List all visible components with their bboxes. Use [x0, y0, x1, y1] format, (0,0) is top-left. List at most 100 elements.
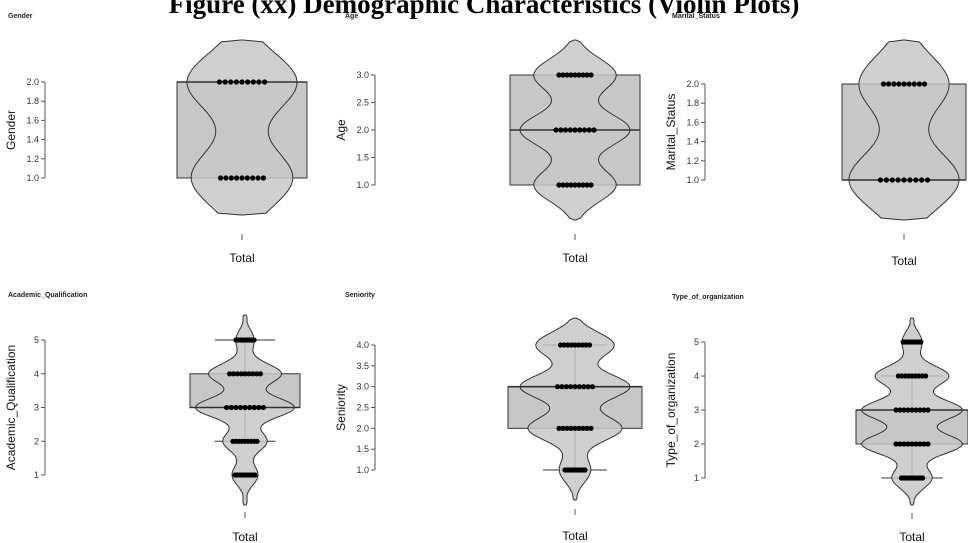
- data-point: [556, 425, 562, 431]
- y-axis-label: Gender: [4, 110, 18, 150]
- data-point: [921, 407, 927, 413]
- y-tick-label: 1.8: [686, 98, 699, 108]
- data-point: [905, 441, 911, 447]
- y-tick-label: 1: [34, 470, 39, 480]
- y-tick-label: 1.4: [26, 135, 39, 145]
- x-tick-label: Total: [562, 529, 587, 543]
- data-point: [572, 342, 578, 348]
- data-point: [906, 81, 912, 87]
- y-tick-label: 1.4: [686, 137, 699, 147]
- data-point: [583, 342, 589, 348]
- data-point: [913, 177, 919, 183]
- y-tick-label: 1.0: [686, 175, 699, 185]
- data-point: [576, 342, 582, 348]
- data-point: [588, 182, 594, 188]
- data-point: [920, 475, 926, 481]
- data-point: [251, 404, 257, 411]
- y-tick-label: 2.0: [356, 125, 369, 135]
- y-tick-label: 4: [34, 369, 39, 379]
- data-point: [568, 182, 574, 188]
- y-tick-label: 3.0: [356, 382, 369, 392]
- y-tick-label: 1.5: [356, 153, 369, 163]
- panel-gender: Gender 1.0 1.2 1.4 1.6 1.8 2.0 Gender Total: [4, 13, 308, 265]
- data-point: [580, 72, 586, 78]
- data-point: [234, 371, 240, 377]
- data-point: [913, 441, 919, 447]
- y-tick-label: 2.5: [356, 403, 369, 413]
- y-tick-label: 5: [694, 337, 699, 347]
- x-tick-label: Total: [232, 530, 257, 543]
- data-point: [580, 425, 586, 431]
- violin-shape: [519, 317, 631, 501]
- panel-academic-qualification: Academic_Qualification 1 2 3 4 5 Academic_Qual…: [4, 292, 301, 543]
- data-point: [553, 127, 559, 133]
- data-point: [580, 182, 586, 188]
- data-point: [558, 127, 564, 133]
- data-point: [588, 425, 594, 431]
- y-tick-label: 1.2: [686, 156, 699, 166]
- data-point: [581, 384, 587, 390]
- panel-title: Gender: [8, 13, 33, 20]
- data-point: [554, 384, 561, 390]
- y-tick-label: 2: [34, 436, 39, 446]
- data-point: [576, 182, 582, 188]
- data-point: [239, 175, 245, 181]
- data-point: [901, 177, 907, 183]
- y-tick-label: 2: [694, 439, 699, 449]
- y-tick-label: 2.0: [686, 79, 699, 89]
- data-point: [585, 384, 591, 390]
- data-point: [233, 404, 239, 411]
- data-point: [572, 182, 578, 188]
- data-point: [556, 182, 562, 188]
- data-point: [254, 371, 260, 377]
- data-point: [564, 182, 570, 188]
- data-point: [586, 342, 593, 348]
- data-point: [883, 177, 890, 183]
- x-tick-label: Total: [891, 254, 916, 268]
- data-point: [896, 81, 902, 87]
- y-axis-label: Marital_Status: [664, 94, 678, 171]
- data-point: [921, 81, 928, 87]
- y-axis-label: Type_of_organization: [664, 353, 678, 468]
- data-point: [239, 79, 245, 85]
- panel-marital-status: Marital_Status 1.0 1.2 1.4 1.6 1.8 2.0 Marital_…: [664, 13, 967, 268]
- panel-title: Age: [345, 13, 358, 20]
- data-point: [897, 441, 903, 447]
- data-point: [563, 384, 569, 390]
- data-point: [244, 175, 250, 181]
- violin-shape: [186, 39, 298, 216]
- violin-shape: [848, 39, 960, 221]
- y-tick-label: 2.0: [26, 77, 39, 87]
- data-point: [254, 438, 260, 444]
- data-point: [886, 81, 892, 87]
- data-point: [893, 407, 899, 413]
- y-axis-label: Seniority: [334, 384, 348, 431]
- data-point: [572, 425, 578, 431]
- data-point: [223, 175, 229, 181]
- data-point: [564, 72, 570, 78]
- x-tick-label: Total: [229, 251, 254, 265]
- data-point: [245, 79, 251, 85]
- panel-title: Type_of_organization: [672, 294, 744, 301]
- y-tick-label: 1.6: [26, 115, 39, 125]
- data-point: [889, 177, 895, 183]
- data-point: [589, 384, 596, 390]
- data-point: [586, 127, 592, 133]
- data-point: [250, 371, 256, 377]
- data-point: [260, 404, 266, 411]
- data-point: [260, 175, 266, 181]
- y-tick-label: 1.0: [26, 173, 39, 183]
- y-tick-label: 4.0: [356, 340, 369, 350]
- data-point: [561, 342, 567, 348]
- data-point: [901, 407, 907, 413]
- data-point: [917, 441, 923, 447]
- data-point: [224, 404, 230, 411]
- data-point: [576, 384, 583, 390]
- data-point: [572, 384, 578, 390]
- data-point: [228, 404, 234, 411]
- data-point: [901, 81, 907, 87]
- data-point: [567, 127, 573, 133]
- data-point: [227, 371, 233, 377]
- data-point: [877, 177, 884, 183]
